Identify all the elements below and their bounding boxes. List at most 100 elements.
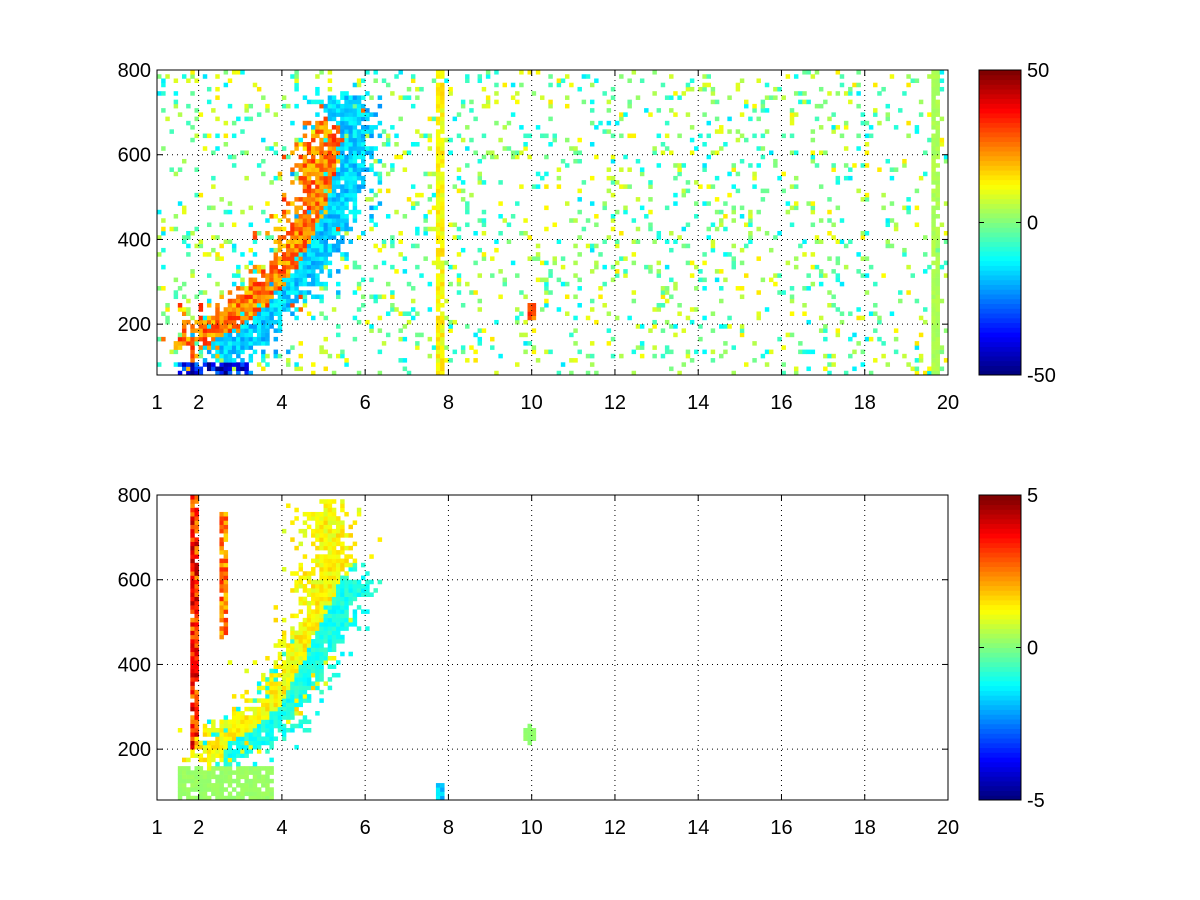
- heatmap-cell: [435, 129, 441, 134]
- heatmap-cell: [165, 116, 170, 122]
- heatmap-cell: [410, 286, 416, 291]
- heatmap-cell: [664, 349, 670, 355]
- colorbar-tick-label: 0: [1027, 213, 1038, 235]
- heatmap-cell: [760, 99, 766, 105]
- heatmap-cell: [286, 201, 291, 206]
- heatmap-cell: [527, 70, 532, 75]
- heatmap-cell: [843, 175, 849, 181]
- heatmap-cell: [336, 294, 341, 300]
- heatmap-cell: [527, 727, 532, 733]
- heatmap-cell: [923, 307, 928, 312]
- heatmap-cell: [323, 120, 328, 126]
- heatmap-cell: [219, 791, 224, 797]
- heatmap-cell: [435, 256, 441, 261]
- heatmap-cell: [352, 158, 358, 164]
- heatmap-cell: [294, 723, 299, 729]
- heatmap-cell: [336, 218, 341, 223]
- heatmap-cell: [931, 345, 936, 350]
- heatmap-cell: [302, 528, 308, 534]
- heatmap-cell: [306, 660, 312, 665]
- heatmap-cell: [198, 328, 204, 333]
- heatmap-cell: [365, 583, 370, 589]
- heatmap-cell: [194, 744, 199, 750]
- heatmap-cell: [748, 209, 753, 215]
- heatmap-cell: [544, 184, 549, 189]
- heatmap-cell: [727, 252, 732, 257]
- heatmap-cell: [560, 281, 566, 287]
- heatmap-cell: [906, 264, 911, 270]
- x-tick-label: 12: [604, 817, 626, 839]
- heatmap-cell: [360, 277, 366, 283]
- heatmap-cell: [194, 520, 199, 525]
- heatmap-cell: [477, 171, 483, 177]
- heatmap-cell: [240, 332, 245, 338]
- heatmap-cell: [294, 171, 299, 177]
- heatmap-cell: [352, 205, 358, 211]
- heatmap-cell: [327, 260, 333, 266]
- heatmap-cell: [352, 541, 358, 547]
- heatmap-cell: [777, 273, 782, 278]
- heatmap-cell: [281, 243, 287, 249]
- heatmap-cell: [490, 150, 495, 156]
- heatmap-cell: [827, 353, 832, 359]
- heatmap-cell: [319, 639, 324, 644]
- heatmap-cell: [248, 719, 254, 725]
- heatmap-cell: [352, 112, 358, 117]
- heatmap-cell: [889, 74, 895, 79]
- heatmap-cell: [835, 180, 841, 185]
- heatmap-cell: [406, 319, 412, 325]
- heatmap-cell: [348, 167, 353, 172]
- heatmap-cell: [356, 171, 362, 177]
- heatmap-cell: [294, 260, 299, 266]
- heatmap-cell: [939, 366, 945, 372]
- heatmap-cell: [764, 108, 770, 113]
- heatmap-cell: [848, 311, 853, 316]
- heatmap-cell: [415, 226, 420, 232]
- heatmap-cell: [935, 150, 940, 156]
- heatmap-cell: [186, 336, 191, 342]
- heatmap-cell: [327, 218, 333, 223]
- heatmap-cell: [327, 209, 333, 215]
- heatmap-cell: [448, 319, 453, 325]
- heatmap-cell: [435, 332, 441, 338]
- heatmap-cell: [211, 324, 216, 329]
- heatmap-cell: [319, 592, 324, 597]
- colorbar-swatch: [979, 785, 1021, 791]
- heatmap-cell: [419, 273, 424, 278]
- heatmap-cell: [331, 192, 337, 198]
- heatmap-cell: [311, 613, 316, 619]
- heatmap-cell: [694, 146, 699, 151]
- heatmap-cell: [569, 370, 574, 376]
- heatmap-cell: [219, 243, 224, 249]
- heatmap-cell: [685, 112, 691, 117]
- heatmap-cell: [544, 205, 549, 211]
- heatmap-cell: [323, 252, 328, 257]
- heatmap-cell: [319, 634, 324, 640]
- heatmap-cell: [202, 324, 208, 329]
- heatmap-cell: [319, 651, 324, 657]
- heatmap-cell: [256, 715, 262, 720]
- heatmap-cell: [219, 366, 224, 372]
- heatmap-cell: [340, 499, 345, 504]
- heatmap-cell: [377, 158, 383, 164]
- heatmap-cell: [290, 660, 295, 665]
- heatmap-cell: [415, 345, 420, 350]
- heatmap-cell: [835, 273, 841, 278]
- heatmap-cell: [302, 727, 308, 733]
- heatmap-cell: [935, 345, 940, 350]
- heatmap-cell: [211, 787, 216, 792]
- heatmap-cell: [344, 99, 349, 105]
- heatmap-cell: [236, 311, 241, 316]
- heatmap-cell: [219, 324, 224, 329]
- heatmap-cell: [390, 167, 395, 172]
- heatmap-cell: [173, 277, 179, 283]
- heatmap-cell: [689, 307, 695, 312]
- heatmap-cell: [356, 163, 362, 168]
- heatmap-cell: [269, 269, 274, 274]
- heatmap-cell: [294, 243, 299, 249]
- heatmap-cell: [277, 302, 283, 308]
- heatmap-cell: [864, 163, 870, 168]
- heatmap-cell: [306, 655, 312, 661]
- heatmap-cell: [435, 307, 441, 312]
- heatmap-cell: [793, 112, 799, 117]
